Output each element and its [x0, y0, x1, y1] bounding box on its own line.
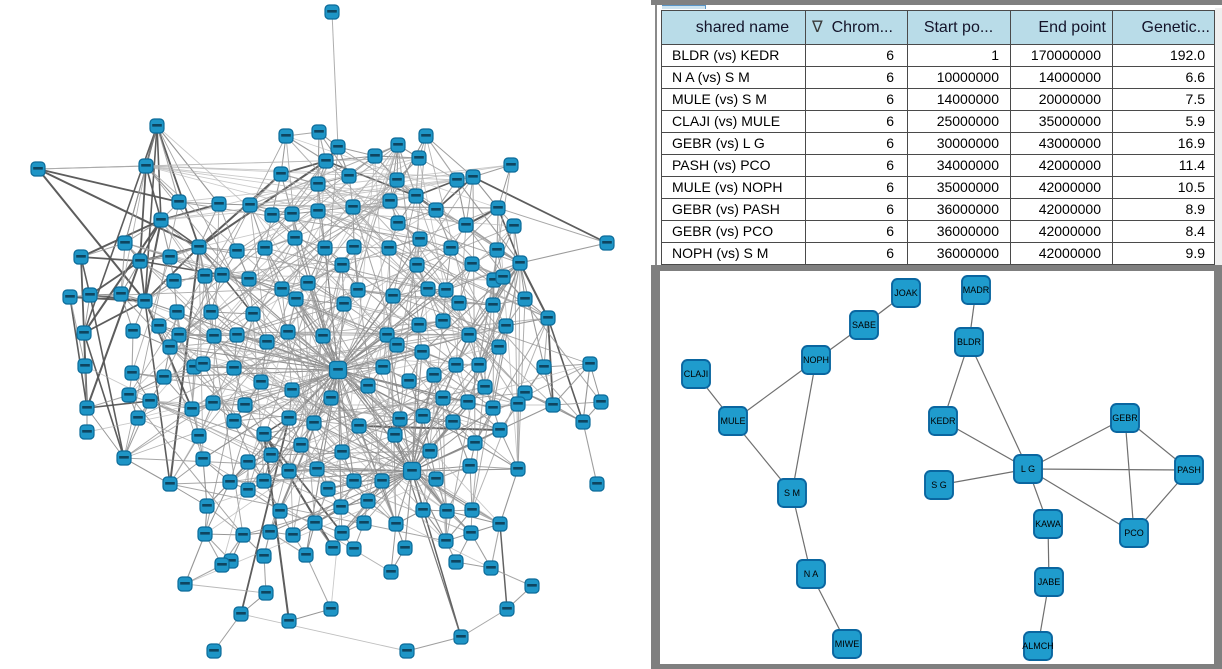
- svg-text:JABE: JABE: [1038, 577, 1061, 587]
- svg-text:JOAK: JOAK: [894, 288, 918, 298]
- svg-text:KAWA: KAWA: [1035, 519, 1061, 529]
- svg-text:PCO: PCO: [1124, 528, 1144, 538]
- svg-text:L G: L G: [1021, 464, 1035, 474]
- svg-text:N A: N A: [804, 569, 819, 579]
- svg-text:MULE: MULE: [720, 416, 745, 426]
- svg-text:MADR: MADR: [963, 285, 990, 295]
- svg-text:S G: S G: [931, 480, 947, 490]
- svg-text:CLAJI: CLAJI: [684, 369, 709, 379]
- svg-text:BLDR: BLDR: [957, 337, 982, 347]
- svg-text:NOPH: NOPH: [803, 355, 829, 365]
- svg-text:ALMCH: ALMCH: [1022, 641, 1054, 651]
- svg-text:GEBR: GEBR: [1112, 413, 1138, 423]
- svg-text:S M: S M: [784, 488, 800, 498]
- svg-text:KEDR: KEDR: [930, 416, 956, 426]
- svg-text:MIWE: MIWE: [835, 639, 860, 649]
- svg-text:PASH: PASH: [1177, 465, 1201, 475]
- svg-text:SABE: SABE: [852, 320, 876, 330]
